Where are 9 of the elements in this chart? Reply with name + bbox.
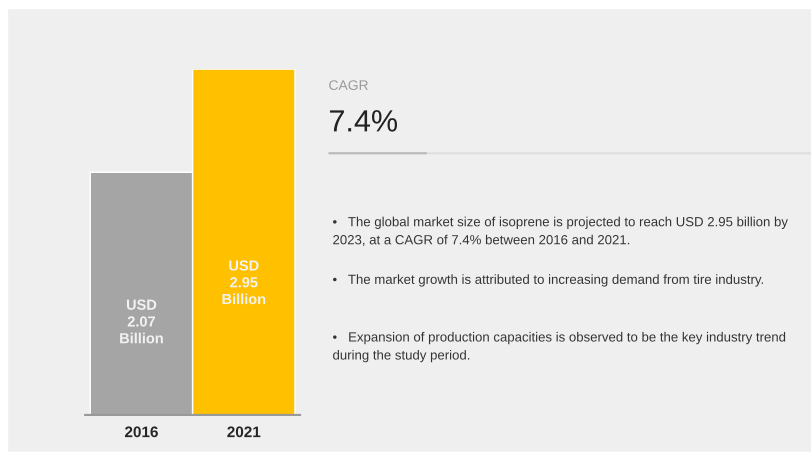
- text: • The market growth is attributed to increasing demand from tire industry.: [333, 274, 763, 287]
- text: CAGR: [329, 80, 368, 90]
- x-tick-label: 2021: [227, 426, 260, 438]
- x-tick-label: 2016: [124, 426, 158, 438]
- text: • Expansion of production capacities is observed to be the key industry trend during the study period.: [333, 332, 786, 362]
- text: • The global market size of isoprene is projected to reach USD 2.95 billion by 2023, at a CAGR of 7.4% between 2016 and 2021.: [333, 216, 788, 246]
- text: 7.4%: [330, 110, 398, 132]
- data-label: USD 2.95 Billion: [222, 260, 266, 304]
- data-label: USD 2.07 Billion: [120, 300, 163, 344]
